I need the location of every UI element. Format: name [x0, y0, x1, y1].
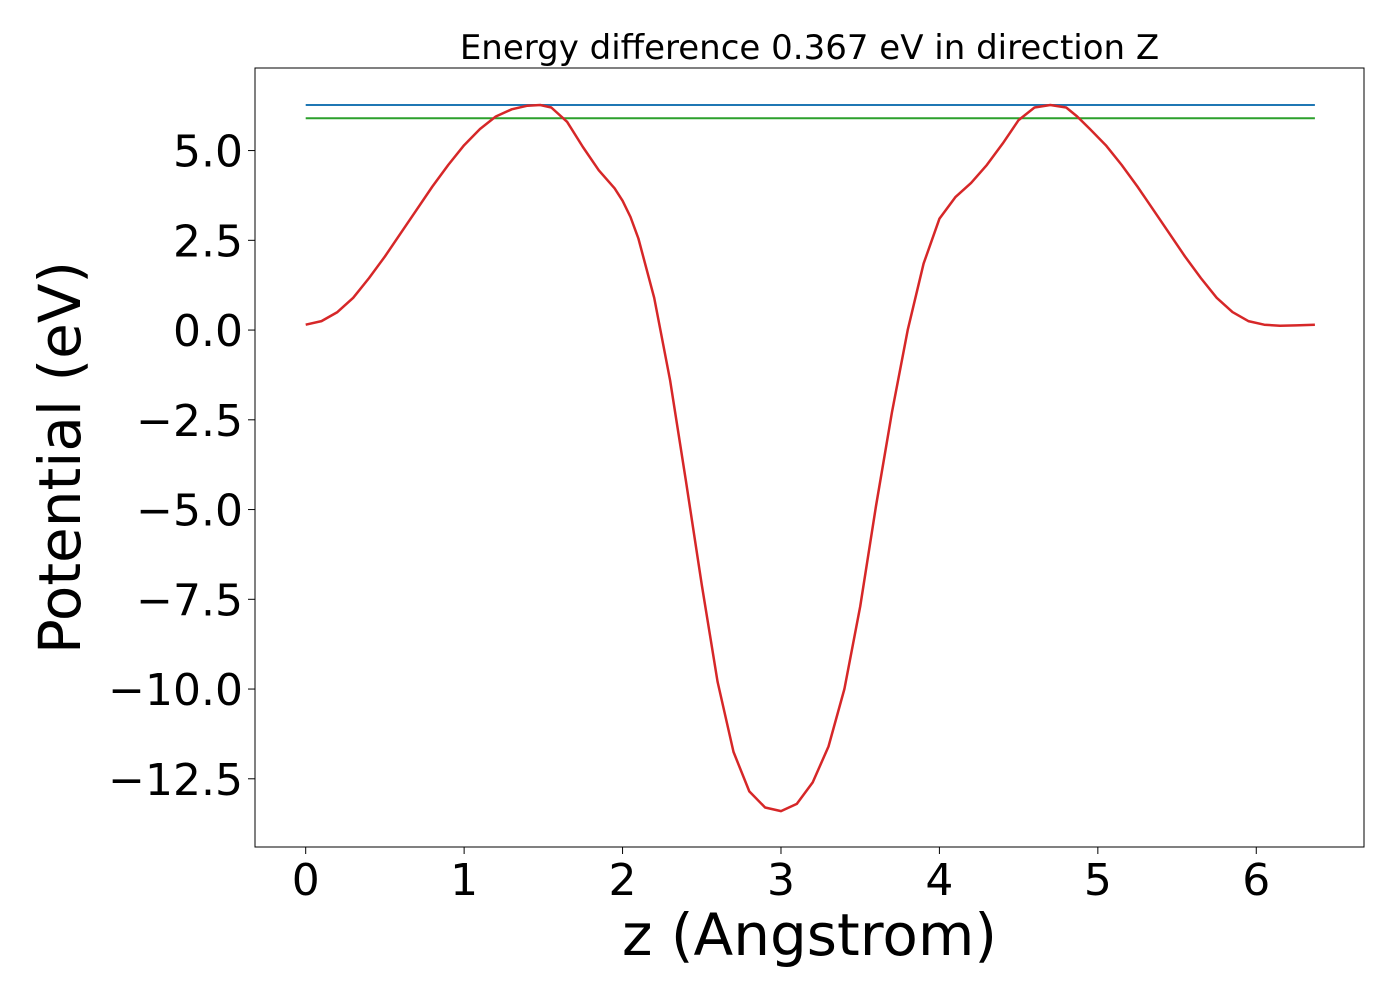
y-tick-label: 0.0	[173, 306, 243, 357]
y-tick-label: 5.0	[173, 127, 243, 178]
x-tick-label: 2	[609, 855, 637, 906]
y-tick-label: −5.0	[136, 486, 243, 537]
y-tick-label: −10.0	[108, 665, 243, 716]
plot-frame	[254, 67, 1365, 848]
potential-curve-line	[305, 103, 1315, 813]
x-tick-label: 4	[925, 855, 953, 906]
chart-title: Energy difference 0.367 eV in direction …	[460, 28, 1159, 68]
y-axis: 5.0 2.5 0.0 −2.5 −5.0 −7.5 −10.0 −12.5	[108, 127, 255, 806]
x-axis-label: z (Angstrom)	[622, 901, 997, 969]
y-axis-label: Potential (eV)	[26, 261, 94, 654]
y-tick-label: −12.5	[108, 755, 243, 806]
x-tick-label: 6	[1242, 855, 1270, 906]
y-tick-label: −2.5	[136, 396, 243, 447]
series-layer	[305, 103, 1315, 813]
x-tick-label: 5	[1084, 855, 1112, 906]
x-tick-label: 3	[767, 855, 795, 906]
y-tick-label: −7.5	[136, 575, 243, 626]
x-axis: 0 1 2 3 4 5 6	[292, 847, 1270, 906]
y-tick-label: 2.5	[173, 216, 243, 267]
x-tick-label: 1	[450, 855, 478, 906]
x-tick-label: 0	[292, 855, 320, 906]
